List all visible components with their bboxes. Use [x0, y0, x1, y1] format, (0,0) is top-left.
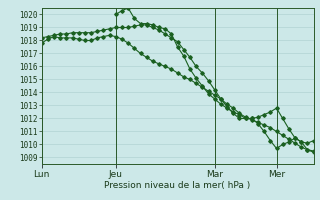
X-axis label: Pression niveau de la mer( hPa ): Pression niveau de la mer( hPa ) [104, 181, 251, 190]
